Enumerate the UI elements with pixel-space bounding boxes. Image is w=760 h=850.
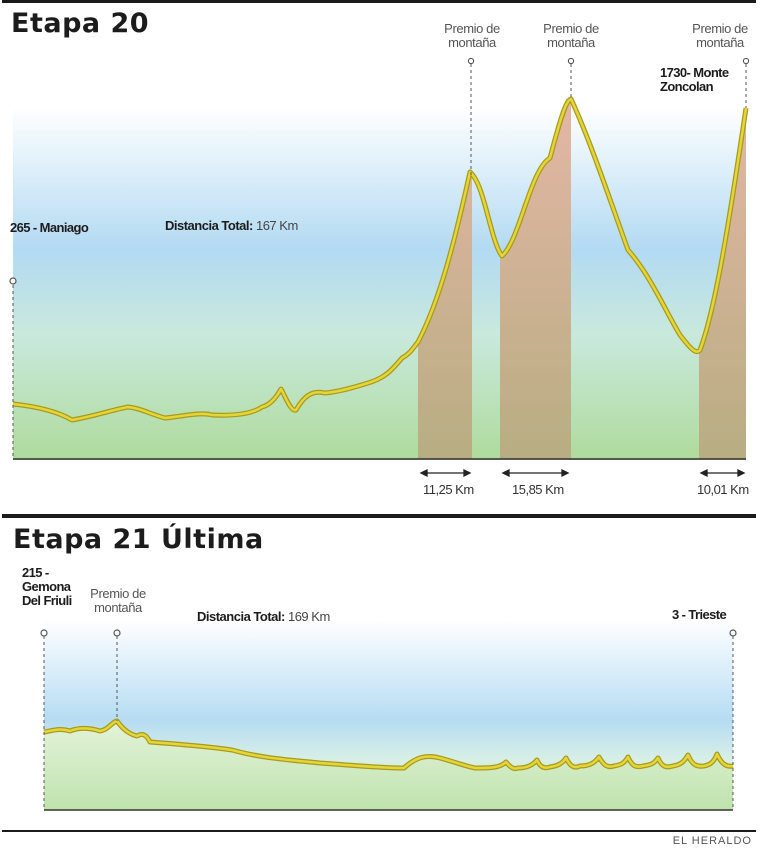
- stage20-climb-distance-2: 15,85 Km: [512, 482, 564, 497]
- stage20-mountain-marker-2-dot: [567, 57, 575, 65]
- stage20-title: Etapa 20: [11, 8, 150, 39]
- top-rule: [2, 0, 756, 3]
- stage21-mountain-marker-dot: [113, 629, 121, 637]
- stage20-start-marker-dot: [9, 277, 17, 285]
- stage20-background: [13, 40, 746, 460]
- stage20-mountain-label-2: Premio de montaña: [543, 21, 599, 50]
- stage21-finish-label: 3 - Trieste: [672, 607, 727, 622]
- stage20-start-label: 265 - Maniago: [10, 220, 89, 235]
- publisher-credit: EL HERALDO: [672, 835, 752, 847]
- stage20-profile-chart: [9, 40, 750, 478]
- stage20-finish-label: 1730- Monte Zoncolan: [660, 65, 729, 94]
- stage20-mountain-marker-1-dot: [467, 57, 475, 65]
- stage21-ground-fill: [44, 721, 733, 810]
- bottom-rule: [2, 830, 756, 832]
- stage21-mountain-label: Premio de montaña: [90, 586, 146, 615]
- stage20-total-distance: Distancia Total: 167 Km: [165, 218, 298, 233]
- stage21-title: Etapa 21 Última: [13, 524, 264, 555]
- stage20-climb-distance-1: 11,25 Km: [423, 482, 474, 497]
- stage21-total-distance: Distancia Total: 169 Km: [197, 609, 330, 624]
- stage21-start-label: 215 - Gemona Del Friuli: [22, 565, 72, 608]
- stage20-mountain-label-1: Premio de montaña: [444, 21, 500, 50]
- stage20-climb-distance-3: 10,01 Km: [697, 482, 749, 497]
- stage-separator-rule: [2, 514, 756, 518]
- stage20-climb-arrows: [419, 468, 746, 478]
- stage21-finish-marker-dot: [729, 629, 737, 637]
- stage21-start-marker-dot: [40, 629, 48, 637]
- stage20-mountain-label-3: Premio de montaña: [692, 21, 748, 50]
- stage20-mountain-marker-3-dot: [742, 57, 750, 65]
